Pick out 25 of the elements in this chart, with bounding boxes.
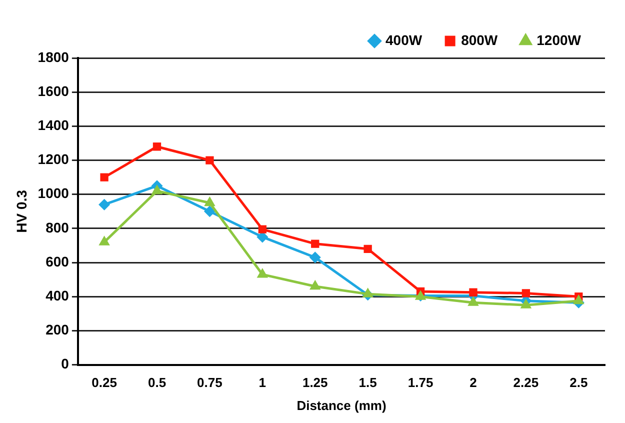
y-tick-label: 1800 [38, 48, 70, 65]
legend-label: 1200W [536, 32, 582, 48]
y-tick-label: 1000 [38, 185, 70, 202]
x-tick-label: 2.5 [570, 375, 588, 390]
legend-label: 800W [461, 32, 498, 48]
x-tick-label: 1.75 [408, 375, 434, 390]
x-tick-label: 2.25 [513, 375, 539, 390]
y-tick-label: 1400 [38, 117, 70, 134]
y-tick-label: 1600 [38, 82, 70, 99]
y-tick-label: 200 [46, 322, 70, 338]
x-tick-label: 1.5 [358, 375, 377, 390]
y-axis-title: HV 0.3 [13, 190, 30, 233]
y-tick-label: 800 [46, 219, 70, 236]
legend-label: 400W [385, 32, 423, 48]
x-tick-label: 0.25 [92, 375, 117, 390]
x-tick-label: 2 [470, 375, 477, 390]
y-tick-label: 0 [61, 356, 70, 372]
x-tick-label: 1.25 [302, 375, 328, 390]
x-tick-label: 0.75 [197, 375, 222, 390]
x-tick-label: 0.5 [148, 375, 166, 390]
y-tick-label: 400 [46, 287, 70, 304]
x-tick-label: 1 [258, 375, 266, 390]
y-tick-label: 600 [46, 253, 70, 270]
x-axis-title: Distance (mm) [296, 398, 386, 413]
y-tick-label: 1200 [38, 151, 70, 168]
